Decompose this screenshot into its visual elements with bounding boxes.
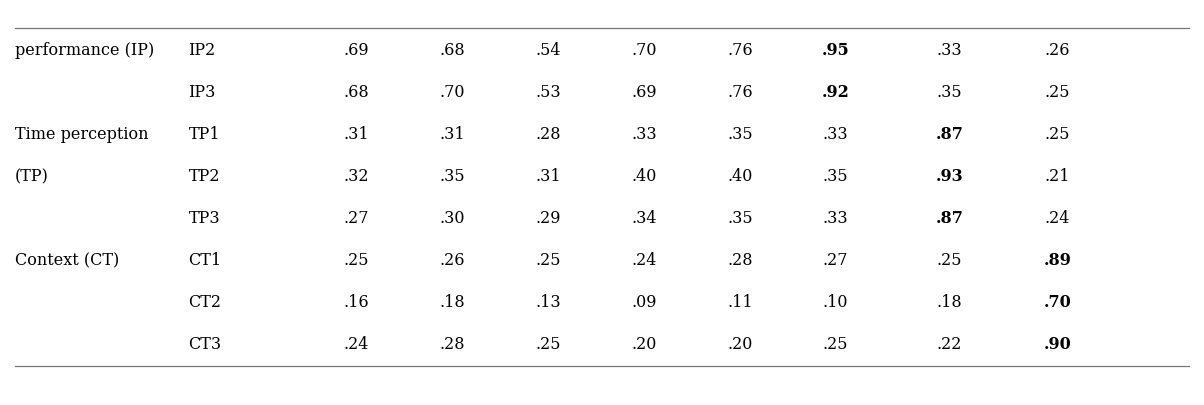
Text: .25: .25	[343, 252, 370, 269]
Text: .92: .92	[822, 84, 850, 101]
Text: .25: .25	[824, 336, 849, 353]
Text: .33: .33	[937, 42, 962, 59]
Text: .11: .11	[727, 294, 752, 311]
Text: .22: .22	[937, 336, 962, 353]
Text: .13: .13	[536, 294, 561, 311]
Text: .25: .25	[536, 252, 561, 269]
Text: .24: .24	[1045, 210, 1070, 227]
Text: .27: .27	[343, 210, 370, 227]
Text: .31: .31	[343, 126, 370, 143]
Text: CT1: CT1	[189, 252, 222, 269]
Text: Time perception: Time perception	[14, 126, 148, 143]
Text: .26: .26	[439, 252, 465, 269]
Text: .20: .20	[631, 336, 656, 353]
Text: .26: .26	[1045, 42, 1070, 59]
Text: .27: .27	[824, 252, 849, 269]
Text: .70: .70	[439, 84, 465, 101]
Text: .90: .90	[1044, 336, 1072, 353]
Text: .33: .33	[631, 126, 656, 143]
Text: Context (CT): Context (CT)	[14, 252, 119, 269]
Text: .40: .40	[631, 168, 656, 185]
Text: .24: .24	[343, 336, 368, 353]
Text: IP2: IP2	[189, 42, 216, 59]
Text: .53: .53	[536, 84, 561, 101]
Text: .30: .30	[439, 210, 465, 227]
Text: .76: .76	[727, 84, 752, 101]
Text: .89: .89	[1044, 252, 1072, 269]
Text: .35: .35	[439, 168, 465, 185]
Text: .33: .33	[822, 210, 849, 227]
Text: .35: .35	[727, 126, 752, 143]
Text: .35: .35	[822, 168, 849, 185]
Text: .25: .25	[536, 336, 561, 353]
Text: .87: .87	[936, 126, 963, 143]
Text: .34: .34	[631, 210, 656, 227]
Text: .40: .40	[727, 168, 752, 185]
Text: .10: .10	[824, 294, 849, 311]
Text: .16: .16	[343, 294, 370, 311]
Text: .25: .25	[1045, 84, 1070, 101]
Text: .95: .95	[822, 42, 850, 59]
Text: .25: .25	[937, 252, 962, 269]
Text: TP3: TP3	[189, 210, 220, 227]
Text: .31: .31	[439, 126, 465, 143]
Text: IP3: IP3	[189, 84, 216, 101]
Text: .25: .25	[1045, 126, 1070, 143]
Text: .18: .18	[937, 294, 962, 311]
Text: .68: .68	[343, 84, 370, 101]
Text: performance (IP): performance (IP)	[14, 42, 154, 59]
Text: .28: .28	[727, 252, 752, 269]
Text: .31: .31	[536, 168, 561, 185]
Text: .20: .20	[727, 336, 752, 353]
Text: .69: .69	[631, 84, 656, 101]
Text: .35: .35	[937, 84, 962, 101]
Text: .35: .35	[727, 210, 752, 227]
Text: .68: .68	[439, 42, 465, 59]
Text: .09: .09	[631, 294, 656, 311]
Text: .21: .21	[1045, 168, 1070, 185]
Text: .87: .87	[936, 210, 963, 227]
Text: CT3: CT3	[189, 336, 222, 353]
Text: .54: .54	[536, 42, 561, 59]
Text: .18: .18	[439, 294, 465, 311]
Text: .24: .24	[631, 252, 656, 269]
Text: .76: .76	[727, 42, 752, 59]
Text: .70: .70	[631, 42, 656, 59]
Text: .70: .70	[1044, 294, 1072, 311]
Text: .28: .28	[536, 126, 561, 143]
Text: (TP): (TP)	[14, 168, 48, 185]
Text: .33: .33	[822, 126, 849, 143]
Text: TP1: TP1	[189, 126, 220, 143]
Text: .29: .29	[536, 210, 561, 227]
Text: CT2: CT2	[189, 294, 222, 311]
Text: .28: .28	[439, 336, 465, 353]
Text: .93: .93	[936, 168, 963, 185]
Text: TP2: TP2	[189, 168, 220, 185]
Text: .32: .32	[343, 168, 370, 185]
Text: .69: .69	[343, 42, 370, 59]
